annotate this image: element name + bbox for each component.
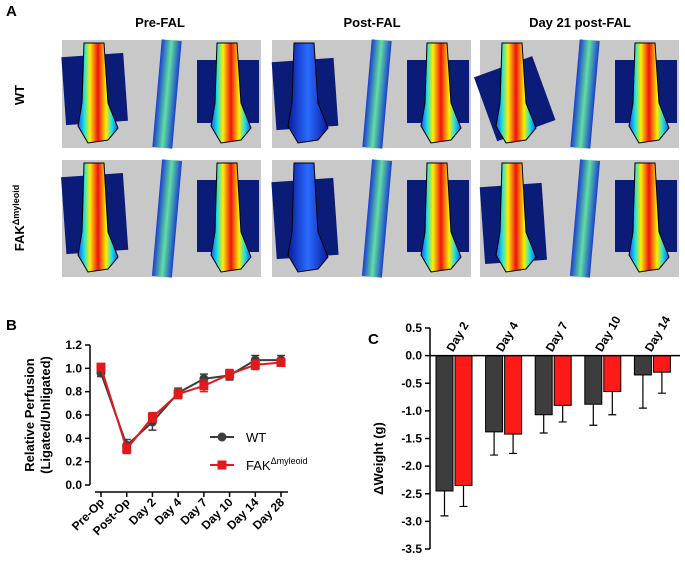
- row-label-sup: Δmyleoid: [11, 185, 21, 225]
- tail-strip: [151, 159, 183, 278]
- limb: [287, 42, 329, 144]
- tail-strip: [152, 39, 182, 149]
- panel-label: C: [368, 331, 379, 348]
- y-tick-label: 1.2: [65, 338, 82, 352]
- legend-marker: [217, 432, 227, 442]
- row-label-main: FAK: [12, 225, 27, 252]
- x-tick-label: Day 2: [126, 495, 159, 528]
- marker: [250, 360, 260, 370]
- error-bar: [539, 414, 548, 434]
- bar: [435, 355, 454, 492]
- bar: [652, 355, 671, 373]
- legend-sup: Δmyleoid: [271, 456, 308, 466]
- row-label: FAKΔmyleoid: [11, 185, 27, 251]
- bar: [633, 355, 652, 376]
- bar: [584, 355, 603, 405]
- legend-name: WT: [246, 430, 266, 445]
- bar: [454, 355, 473, 486]
- category-label: Day 7: [543, 319, 571, 354]
- y-tick-label: 0.0: [405, 349, 422, 363]
- limb: [420, 42, 462, 144]
- marker: [199, 374, 209, 384]
- y-tick-label: 0.6: [65, 408, 82, 422]
- bar: [534, 355, 553, 416]
- y-tick-label: -3.0: [401, 514, 422, 528]
- tail-strip: [569, 159, 601, 278]
- marker: [199, 381, 209, 391]
- y-tick-label: -3.5: [401, 542, 422, 556]
- column-header: Pre-FAL: [135, 15, 185, 30]
- legend-label: WT: [246, 430, 266, 445]
- bar: [603, 355, 622, 393]
- tail-strip: [362, 39, 392, 149]
- limb: [77, 42, 119, 144]
- y-tick-label: -0.5: [401, 376, 422, 390]
- limb: [628, 42, 670, 144]
- column-header: Day 21 post-FAL: [529, 15, 631, 30]
- limb: [420, 162, 462, 273]
- marker: [147, 412, 157, 422]
- y-axis-label: Relative Perfusion: [22, 358, 37, 471]
- error-bar: [440, 490, 449, 517]
- limb: [210, 162, 252, 273]
- category-label: Day 2: [443, 319, 471, 354]
- bar: [553, 355, 572, 406]
- panel-label: A: [6, 3, 17, 20]
- bar: [504, 355, 523, 435]
- x-tick-label: Day 4: [152, 495, 185, 528]
- column-header: Post-FAL: [343, 15, 400, 30]
- limb: [628, 162, 670, 273]
- limb: [210, 42, 252, 144]
- category-label: Day 4: [493, 319, 521, 354]
- error-bar: [608, 391, 617, 416]
- error-bar: [490, 431, 499, 456]
- limb: [287, 162, 329, 273]
- bar: [485, 355, 504, 433]
- panel-label: B: [6, 317, 17, 334]
- category-label: Day 10: [592, 313, 624, 354]
- legend-label: FAKΔmyleoid: [246, 456, 308, 473]
- y-tick-label: 1.0: [65, 361, 82, 375]
- marker: [122, 444, 132, 454]
- marker: [276, 358, 286, 367]
- tail-strip: [361, 159, 393, 278]
- marker: [173, 389, 183, 399]
- row-label: WT: [12, 85, 27, 105]
- y-tick-label: 0.8: [65, 385, 82, 399]
- y-tick-label: -2.5: [401, 487, 422, 501]
- error-bar: [558, 405, 567, 423]
- y-axis-label: ΔWeight (g): [371, 422, 386, 495]
- y-tick-label: -2.0: [401, 459, 422, 473]
- category-label: Day 14: [642, 313, 674, 354]
- error-bar: [459, 485, 468, 508]
- y-tick-label: -1.0: [401, 404, 422, 418]
- limb: [77, 162, 119, 273]
- limb: [495, 42, 537, 144]
- y-tick-label: 0.4: [65, 431, 82, 445]
- error-bar: [657, 372, 666, 394]
- error-bar: [509, 434, 518, 455]
- y-tick-label: -1.5: [401, 432, 422, 446]
- legend-marker: [217, 460, 227, 470]
- error-bar: [638, 374, 647, 409]
- y-axis-label: (Ligated/Unligated): [38, 356, 53, 474]
- y-tick-label: 0.5: [405, 321, 422, 335]
- y-tick-label: 0.0: [65, 478, 82, 492]
- y-tick-label: 0.2: [65, 455, 82, 469]
- limb: [495, 162, 537, 273]
- marker: [225, 369, 235, 379]
- legend-name: FAK: [246, 458, 271, 473]
- tail-strip: [570, 39, 600, 149]
- marker: [96, 362, 106, 372]
- error-bar: [589, 404, 598, 426]
